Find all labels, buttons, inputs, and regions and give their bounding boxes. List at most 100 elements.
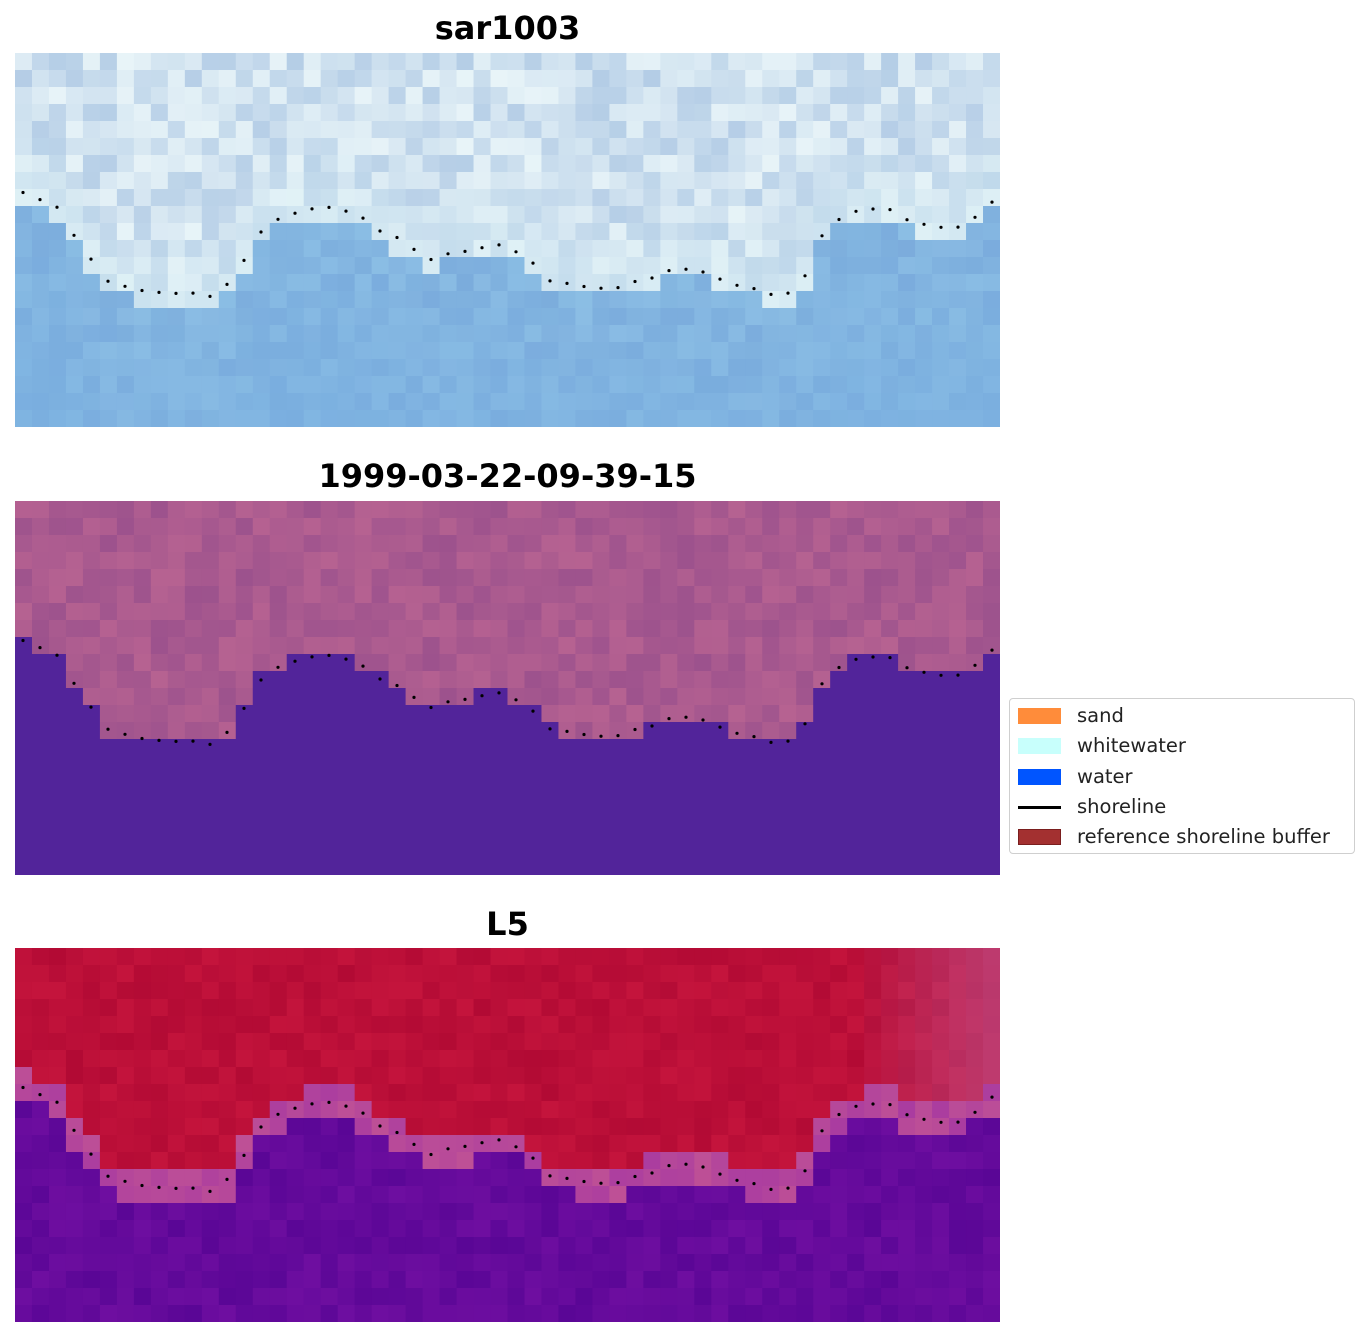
pixel-cell bbox=[133, 1254, 152, 1272]
pixel-cell bbox=[898, 722, 916, 740]
pixel-cell bbox=[847, 1237, 865, 1255]
pixel-cell bbox=[524, 172, 543, 190]
pixel-cell bbox=[796, 121, 814, 139]
pixel-cell bbox=[150, 756, 169, 774]
pixel-cell bbox=[65, 705, 84, 723]
shoreline-point bbox=[973, 1110, 977, 1114]
pixel-cell bbox=[847, 739, 865, 757]
pixel-cell bbox=[252, 841, 271, 859]
pixel-cell bbox=[422, 223, 441, 241]
pixel-cell bbox=[915, 965, 933, 983]
pixel-cell bbox=[626, 1254, 644, 1272]
pixel-cell bbox=[82, 172, 101, 190]
pixel-cell bbox=[422, 240, 441, 258]
pixel-cell bbox=[524, 586, 543, 604]
pixel-cell bbox=[422, 671, 441, 689]
pixel-cell bbox=[745, 138, 763, 156]
pixel-cell bbox=[286, 376, 305, 394]
pixel-cell bbox=[490, 948, 509, 966]
pixel-cell bbox=[218, 739, 237, 757]
pixel-cell bbox=[541, 535, 560, 553]
pixel-cell bbox=[371, 240, 390, 258]
pixel-cell bbox=[711, 773, 729, 791]
pixel-cell bbox=[592, 739, 610, 757]
pixel-cell bbox=[184, 189, 203, 207]
pixel-cell bbox=[48, 1033, 67, 1051]
shoreline-point bbox=[735, 283, 739, 287]
pixel-cell bbox=[745, 620, 763, 638]
pixel-cell bbox=[711, 308, 729, 326]
pixel-cell bbox=[439, 1237, 458, 1255]
pixel-cell bbox=[252, 1220, 271, 1238]
pixel-cell bbox=[235, 257, 254, 275]
pixel-cell bbox=[626, 1101, 644, 1119]
pixel-cell bbox=[388, 393, 407, 411]
pixel-cell bbox=[643, 586, 661, 604]
pixel-cell bbox=[813, 1254, 831, 1272]
pixel-cell bbox=[864, 1271, 882, 1289]
pixel-cell bbox=[354, 172, 373, 190]
pixel-cell bbox=[269, 1101, 288, 1119]
pixel-cell bbox=[490, 1254, 509, 1272]
pixel-cell bbox=[473, 206, 492, 224]
pixel-cell bbox=[320, 104, 339, 122]
pixel-cell bbox=[609, 773, 627, 791]
pixel-cell bbox=[643, 620, 661, 638]
pixel-cell bbox=[252, 325, 271, 343]
pixel-cell bbox=[864, 308, 882, 326]
pixel-cell bbox=[558, 104, 577, 122]
pixel-cell bbox=[252, 858, 271, 875]
pixel-cell bbox=[371, 841, 390, 859]
pixel-cell bbox=[575, 999, 594, 1017]
pixel-cell bbox=[99, 756, 118, 774]
pixel-cell bbox=[456, 948, 475, 966]
pixel-cell bbox=[15, 1135, 33, 1153]
shoreline-point bbox=[548, 1174, 552, 1178]
pixel-cell bbox=[201, 87, 220, 105]
pixel-cell bbox=[847, 1220, 865, 1238]
pixel-cell bbox=[48, 535, 67, 553]
pixel-cell bbox=[235, 603, 254, 621]
pixel-cell bbox=[167, 807, 186, 825]
pixel-cell bbox=[150, 1033, 169, 1051]
pixel-cell bbox=[796, 637, 814, 655]
pixel-cell bbox=[626, 739, 644, 757]
pixel-cell bbox=[269, 552, 288, 570]
pixel-cell bbox=[745, 586, 763, 604]
pixel-cell bbox=[99, 637, 118, 655]
pixel-cell bbox=[796, 999, 814, 1017]
pixel-cell bbox=[456, 518, 475, 536]
shoreline-point bbox=[429, 705, 433, 710]
pixel-cell bbox=[320, 756, 339, 774]
pixel-cell bbox=[660, 965, 678, 983]
pixel-cell bbox=[150, 739, 169, 757]
pixel-cell bbox=[269, 1254, 288, 1272]
pixel-cell bbox=[15, 376, 33, 394]
pixel-cell bbox=[626, 121, 644, 139]
pixel-cell bbox=[82, 1220, 101, 1238]
pixel-cell bbox=[31, 518, 50, 536]
pixel-cell bbox=[813, 1288, 831, 1306]
pixel-cell bbox=[99, 376, 118, 394]
pixel-cell bbox=[337, 104, 356, 122]
pixel-cell bbox=[949, 342, 967, 360]
pixel-cell bbox=[677, 722, 695, 740]
pixel-cell bbox=[796, 858, 814, 875]
pixel-cell bbox=[405, 257, 424, 275]
pixel-cell bbox=[48, 53, 67, 71]
pixel-cell bbox=[269, 172, 288, 190]
pixel-cell bbox=[235, 1016, 254, 1034]
pixel-cell bbox=[184, 552, 203, 570]
pixel-cell bbox=[847, 1169, 865, 1187]
pixel-cell bbox=[456, 376, 475, 394]
pixel-cell bbox=[320, 1254, 339, 1272]
pixel-cell bbox=[456, 654, 475, 672]
pixel-cell bbox=[218, 240, 237, 258]
pixel-cell bbox=[133, 807, 152, 825]
pixel-cell bbox=[847, 1067, 865, 1085]
shoreline-point bbox=[990, 1095, 994, 1099]
pixel-cell bbox=[116, 739, 135, 757]
pixel-cell bbox=[575, 223, 594, 241]
pixel-cell bbox=[609, 410, 627, 427]
pixel-cell bbox=[133, 410, 152, 427]
